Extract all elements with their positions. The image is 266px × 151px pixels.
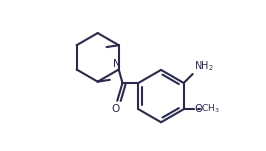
- Text: CH$_3$: CH$_3$: [201, 103, 219, 115]
- Text: O: O: [111, 104, 119, 114]
- Text: N: N: [113, 59, 120, 69]
- Text: NH$_2$: NH$_2$: [194, 59, 214, 73]
- Text: O: O: [194, 104, 203, 114]
